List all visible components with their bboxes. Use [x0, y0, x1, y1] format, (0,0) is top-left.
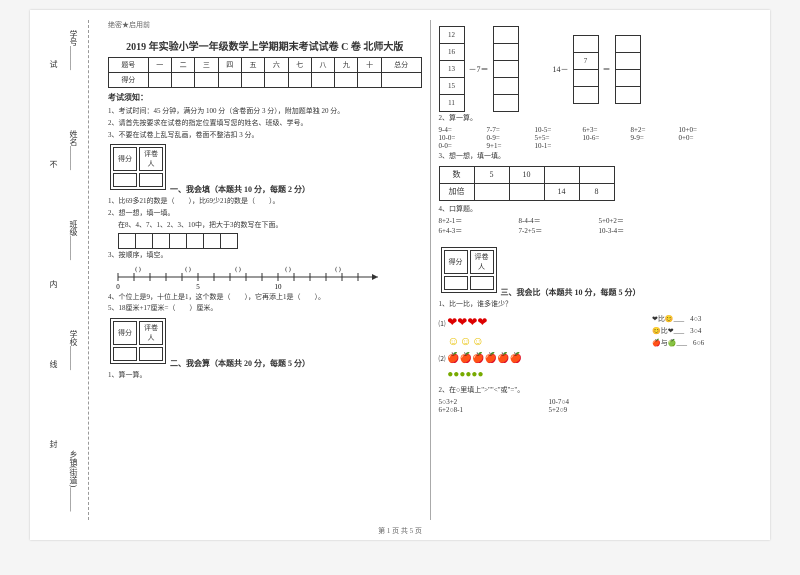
svg-text:( ): ( ): [185, 266, 191, 273]
q2-4: 4、口算题。: [439, 205, 753, 215]
eq-grid-3: 5○3+210-7○46+2○8-15+2○9: [439, 398, 753, 414]
exam-page: 学号______ 姓名______ 班级______ 学校______ 乡镇(街…: [30, 10, 770, 540]
side-char-3: 线: [48, 360, 59, 368]
svg-text:5: 5: [196, 283, 200, 291]
bind-label-2: 班级______: [68, 220, 79, 260]
row-hearts: ⑴ ❤❤❤❤: [439, 314, 653, 331]
number-line: 0 5 10 ( ) ( ) ( ) ( ) ( ): [108, 265, 422, 289]
q2-2: 2、算一算。: [439, 114, 753, 124]
fourteen-minus: 14－: [553, 64, 569, 75]
right-result-col: [615, 35, 641, 104]
side-char-1: 不: [48, 160, 59, 168]
grade-box-2: 得分评卷人: [110, 318, 166, 364]
compare-answers: ❤ 比 😊 ___ 4○3😊 比 ❤ ___ 3○4🍎 与 🍏 ___ 6○6: [652, 312, 752, 384]
equals-sign: ＝: [603, 64, 611, 75]
exam-title: 2019 年实验小学一年级数学上学期期末考试试卷 C 卷 北师大版: [108, 38, 422, 53]
row-smiles: ☺☺☺: [439, 333, 653, 350]
side-char-2: 内: [48, 280, 59, 288]
right-column: 1216131511 －7＝ 14－ 7 ＝ 2、算一算。 9-4=7-7=10…: [431, 20, 761, 520]
note-1: 1、考试时间：45 分钟，满分为 100 分（含卷面分 3 分），附加题单独 2…: [108, 107, 422, 117]
svg-text:0: 0: [116, 283, 120, 291]
content-area: 绝密★启用前 2019 年实验小学一年级数学上学期期末考试试卷 C 卷 北师大版…: [100, 20, 760, 520]
page-footer: 第 1 页 共 5 页: [30, 526, 770, 536]
side-char-4: 封: [48, 440, 59, 448]
sec1-title: 一、我会填（本题共 10 分，每题 2 分）: [170, 185, 310, 194]
q2-1: 1、算一算。: [108, 371, 422, 381]
q2-3: 3、想一想，填一填。: [439, 152, 753, 162]
svg-text:10: 10: [275, 283, 283, 291]
eq-grid-1: 9-4=7-7=10-5=6+3=8+2=10+0=10-0=0-9=5+5=1…: [439, 126, 753, 150]
q1-4: 4、个位上是9，十位上是1，这个数是（ ），它再添上1是（ ）。: [108, 293, 422, 303]
q3-2: 2、在○里填上">""<"或"="。: [439, 386, 753, 396]
sec3-title: 三、我会比（本题共 10 分，每题 5 分）: [501, 288, 641, 297]
answer-boxes: [118, 233, 238, 249]
svg-text:( ): ( ): [335, 266, 341, 273]
sec2-title: 二、我会算（本题共 20 分，每题 5 分）: [170, 359, 310, 368]
score-row-label: 得分: [109, 73, 149, 88]
q1-5: 5、18厘米+17厘米=（ ）厘米。: [108, 304, 422, 314]
q3-1: 1、比一比，谁多谁少？: [439, 300, 753, 310]
score-table: 题号一二三四五六七八九十总分 得分: [108, 57, 422, 88]
notes-title: 考试须知：: [108, 92, 422, 103]
confidential-label: 绝密★启用前: [108, 20, 422, 30]
q1-2b: 在8、4、7、1、2、3、10中，把大于3的数写在下面。: [118, 221, 422, 231]
compare-block: ⑴ ❤❤❤❤ ☺☺☺ ⑵ 🍎🍎🍎🍎🍎🍎 ●●●●●● ❤ 比 😊 ___ 4○3…: [439, 312, 753, 384]
row-apples: ⑵ 🍎🍎🍎🍎🍎🍎: [439, 352, 653, 366]
svg-text:( ): ( ): [235, 266, 241, 273]
svg-text:( ): ( ): [135, 266, 141, 273]
eq-grid-2: 8+2-1＝8-4-4＝5+0+2＝6+4-3＝7-2+5＝10-3-4＝: [439, 216, 753, 236]
note-2: 2、请首先按要求在试卷的指定位置填写您的姓名、班级、学号。: [108, 119, 422, 129]
row-olives: ●●●●●●: [439, 368, 653, 382]
svg-text:( ): ( ): [285, 266, 291, 273]
grade-box-3: 得分评卷人: [441, 247, 497, 293]
note-3: 3、不要在试卷上乱写乱画，卷面不整洁扣 3 分。: [108, 131, 422, 141]
grade-box-1: 得分评卷人: [110, 144, 166, 190]
binding-margin: 学号______ 姓名______ 班级______ 学校______ 乡镇(街…: [38, 20, 89, 520]
left-result-col: [493, 26, 519, 112]
bind-label-0: 学号______: [68, 30, 79, 70]
side-char-0: 试: [48, 60, 59, 68]
double-table: 数510加倍148: [439, 166, 615, 201]
minus-7: －7＝: [469, 64, 489, 75]
left-num-col: 1216131511: [439, 26, 465, 112]
left-column: 绝密★启用前 2019 年实验小学一年级数学上学期期末考试试卷 C 卷 北师大版…: [100, 20, 431, 520]
bind-label-4: 乡镇(街道)______: [68, 450, 79, 511]
q1-1: 1、比69多21的数是（ ），比69少21的数是（ ）。: [108, 197, 422, 207]
bind-label-3: 学校______: [68, 330, 79, 370]
bind-label-1: 姓名______: [68, 130, 79, 170]
q1-2a: 2、想一想，填一填。: [108, 209, 422, 219]
vertical-eq-row: 1216131511 －7＝ 14－ 7 ＝: [439, 26, 753, 112]
q1-3: 3、按顺序，填空。: [108, 251, 422, 261]
right-num-col: 7: [573, 35, 599, 104]
